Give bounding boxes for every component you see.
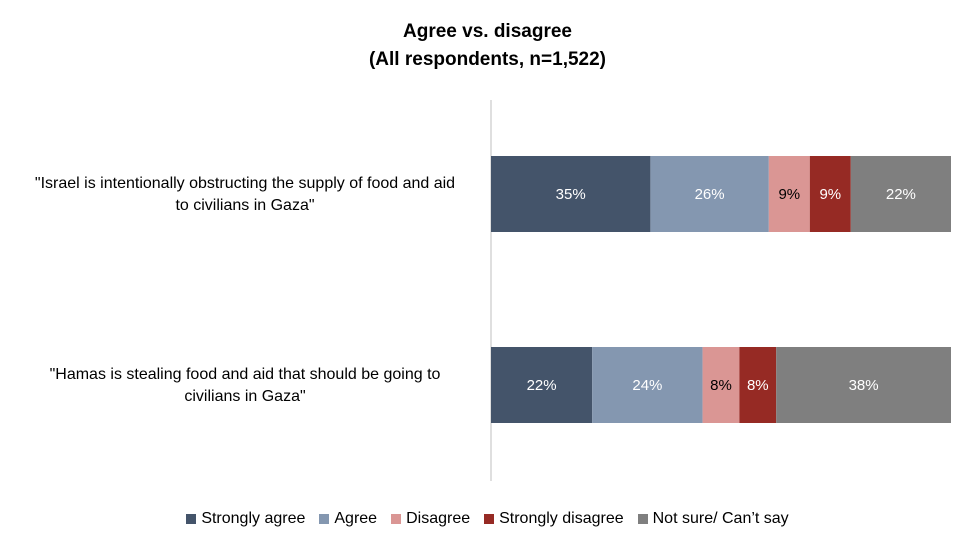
bar-segment [768, 156, 810, 232]
bars-group: 35% 26% 9% 9% 22% 22% 24% 8% 8% 38% [491, 156, 951, 423]
bar-segment [850, 156, 951, 232]
bar-segment [739, 347, 777, 423]
bar-value-label: 26% [695, 186, 725, 203]
legend-item: Disagree [391, 510, 470, 528]
legend-label: Agree [334, 510, 378, 527]
bar-segment [491, 156, 651, 232]
legend-swatch [319, 514, 330, 524]
legend-swatch [637, 514, 648, 524]
bar-segment [491, 347, 593, 423]
legend-item: Strongly agree [186, 510, 305, 528]
bar-value-label: 8% [710, 377, 732, 394]
legend-label: Not sure/ Can’t say [652, 510, 789, 527]
bar-value-label: 8% [747, 377, 769, 394]
bar-value-label: 35% [556, 186, 586, 203]
bar-value-label: 22% [527, 377, 557, 394]
stacked-bar-chart: 35% 26% 9% 9% 22% 22% 24% 8% 8% 38% "Israel is in… [35, 100, 951, 481]
bar-segment [702, 347, 740, 423]
category-label-line: "Israel is intentionally obstructing the… [35, 175, 455, 192]
legend-item: Strongly disagree [484, 510, 624, 528]
bar-value-label: 22% [886, 186, 916, 203]
bar-value-label: 24% [632, 377, 662, 394]
legend-swatch [186, 514, 197, 524]
bar-segment [776, 347, 951, 423]
legend-item: Agree [319, 510, 377, 528]
legend-swatch [484, 514, 495, 524]
legend-label: Strongly agree [201, 510, 306, 527]
category-label-line: "Hamas is stealing food and aid that sho… [50, 366, 441, 383]
bar-segment [650, 156, 769, 232]
category-labels: "Israel is intentionally obstructing the… [35, 175, 455, 405]
category-label-line: civilians in Gaza" [184, 388, 305, 405]
category-label-line: to civilians in Gaza" [175, 197, 314, 214]
chart-subtitle: (All respondents, n=1,522) [368, 49, 607, 70]
chart-title-block: Agree vs. disagree (All respondents, n=1… [0, 18, 975, 74]
bar-segment [592, 347, 703, 423]
bar-value-label: 9% [819, 186, 841, 203]
bar-value-label: 9% [778, 186, 800, 203]
bar-segment [809, 156, 851, 232]
legend-label: Disagree [406, 510, 471, 527]
legend-item: Not sure/ Can’t say [637, 510, 789, 528]
legend-swatch [391, 514, 402, 524]
chart-title: Agree vs. disagree [403, 21, 572, 42]
legend: Strongly agree Agree Disagree Strongly disa… [0, 510, 975, 528]
bar-value-label: 38% [849, 377, 879, 394]
legend-label: Strongly disagree [499, 510, 624, 527]
